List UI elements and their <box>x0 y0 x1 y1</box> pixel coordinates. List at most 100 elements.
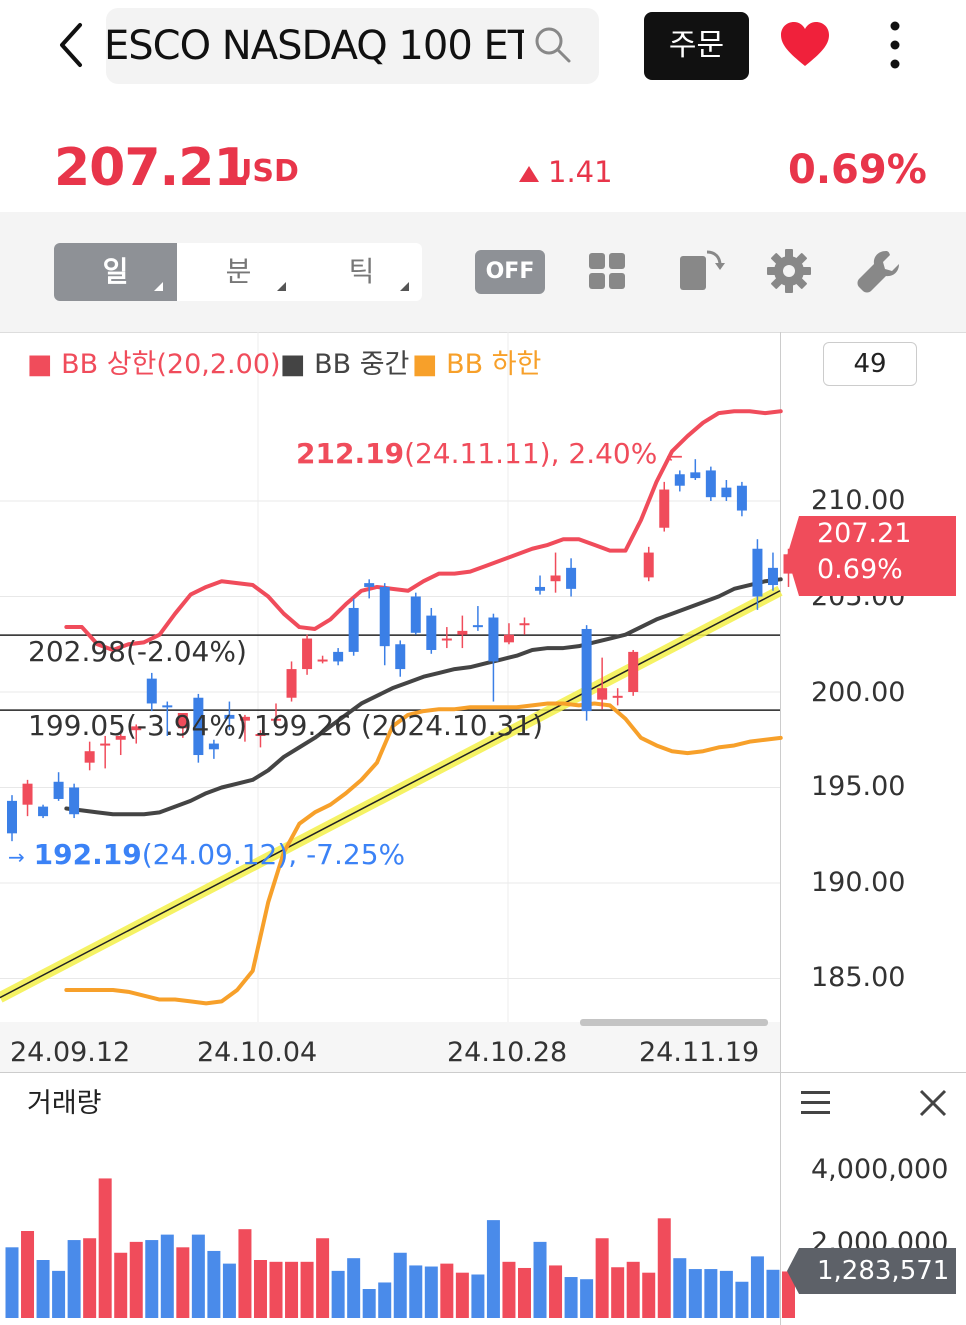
tab-tick[interactable]: 틱 <box>300 243 422 301</box>
more-vertical-icon[interactable] <box>880 20 910 74</box>
candle-body <box>674 474 685 486</box>
volume-title: 거래량 <box>27 1088 102 1119</box>
candle-body <box>286 669 297 698</box>
y-tick: 185.00 <box>811 962 906 993</box>
volume-bar <box>114 1252 128 1318</box>
volume-bar <box>455 1272 469 1318</box>
search-icon[interactable] <box>532 24 574 70</box>
candle-body <box>208 743 219 750</box>
hline-label-1: 202.98(-2.04%) <box>28 635 247 668</box>
volume-bar <box>580 1279 594 1318</box>
volume-bar <box>253 1260 267 1318</box>
search-input[interactable]: ESCO NASDAQ 100 ETF <box>104 23 524 69</box>
search-bar[interactable] <box>106 8 599 84</box>
low-annotation: → 192.19(24.09.12), -7.25% <box>8 837 405 875</box>
arrow-left-icon: ← <box>666 444 684 468</box>
candle-body <box>224 714 235 719</box>
volume-bar <box>36 1260 50 1318</box>
candle-body <box>239 716 250 721</box>
date-axis-bg <box>0 1022 780 1072</box>
grid-layout-icon[interactable] <box>587 248 627 296</box>
volume-bar <box>285 1261 299 1318</box>
tab-tick-label: 틱 <box>348 255 375 288</box>
candle-body <box>22 783 33 805</box>
candle-body <box>783 554 794 574</box>
high-value: 212.19 <box>296 437 405 470</box>
x-tick: 24.10.04 <box>197 1037 318 1068</box>
current-price-tag: 207.21 0.69% <box>787 516 956 596</box>
price-change: 1.41 <box>518 152 613 192</box>
volume-bar <box>191 1234 205 1318</box>
trendline <box>0 590 781 999</box>
volume-bar <box>145 1240 159 1318</box>
wrench-icon[interactable] <box>856 248 902 298</box>
candle-body <box>472 625 483 628</box>
volume-bar <box>440 1263 454 1318</box>
volume-bar <box>5 1247 19 1318</box>
current-price-tag-value: 207.21 <box>817 518 912 549</box>
candle-body <box>302 638 313 670</box>
off-toggle[interactable]: OFF <box>475 250 545 294</box>
volume-bar <box>98 1178 112 1318</box>
volume-bar <box>424 1266 438 1318</box>
volume-bar <box>207 1250 221 1318</box>
candle-body <box>643 552 654 578</box>
order-button[interactable]: 주문 <box>644 12 749 80</box>
volume-bar <box>238 1229 252 1318</box>
price-change-value: 1.41 <box>548 155 613 189</box>
gear-icon[interactable] <box>766 248 812 298</box>
rotate-screen-icon[interactable] <box>677 248 725 298</box>
candle-body <box>84 751 95 763</box>
currency-label: USD <box>228 154 299 189</box>
volume-top-border <box>0 1072 966 1073</box>
volume-bar <box>160 1234 174 1318</box>
scroll-thumb <box>580 1019 768 1026</box>
y-tick: 200.00 <box>811 677 906 708</box>
volume-bar <box>67 1240 81 1318</box>
tab-minute[interactable]: 분 <box>177 243 300 301</box>
y-tick: 195.00 <box>811 771 906 802</box>
x-tick: 24.11.19 <box>639 1037 760 1068</box>
low-detail: (24.09.12), -7.25% <box>141 838 406 871</box>
volume-bar <box>533 1241 547 1318</box>
bb-series-line-2 <box>64 701 783 1006</box>
volume-bar <box>735 1281 749 1318</box>
candle-body <box>131 726 142 731</box>
y-tick: 190.00 <box>811 867 906 898</box>
volume-bar <box>222 1263 236 1318</box>
back-button[interactable] <box>50 20 90 70</box>
y-axis-divider <box>780 332 781 1325</box>
volume-bar <box>782 1271 795 1318</box>
close-icon[interactable] <box>918 1088 948 1122</box>
bb-series-line-0 <box>64 409 783 652</box>
candle-body <box>410 596 421 633</box>
current-price: 207.21 <box>54 138 250 198</box>
legend-bb-upper: ■ BB 상한(20,2.00) <box>27 349 281 380</box>
candle-body <box>395 644 406 670</box>
candle-body <box>7 800 17 834</box>
heart-icon[interactable] <box>779 20 831 74</box>
candle-body <box>255 734 266 737</box>
bb-series-line-1 <box>64 577 783 817</box>
candle-body <box>115 735 126 740</box>
candle-body <box>379 586 390 647</box>
period-input[interactable]: 49 <box>823 342 917 386</box>
candle-body <box>612 695 623 698</box>
x-tick: 24.09.12 <box>10 1037 131 1068</box>
tab-daily[interactable]: 일 <box>54 243 177 301</box>
chart-top-border <box>0 332 966 333</box>
tab-daily-label: 일 <box>102 255 129 288</box>
high-detail: (24.11.11), 2.40% <box>404 437 658 470</box>
dropdown-corner-icon <box>154 282 163 291</box>
menu-icon[interactable] <box>800 1088 832 1122</box>
volume-bar <box>564 1277 578 1318</box>
volume-y-tick: 4,000,000 <box>811 1154 949 1185</box>
volume-bar <box>502 1261 516 1318</box>
y-tick: 210.00 <box>811 485 906 516</box>
candle-body <box>333 651 344 662</box>
legend-bb-middle-label: BB 중간 <box>314 349 410 380</box>
candle-body <box>628 651 639 692</box>
candle-body <box>566 567 577 589</box>
candle-body <box>736 485 747 511</box>
